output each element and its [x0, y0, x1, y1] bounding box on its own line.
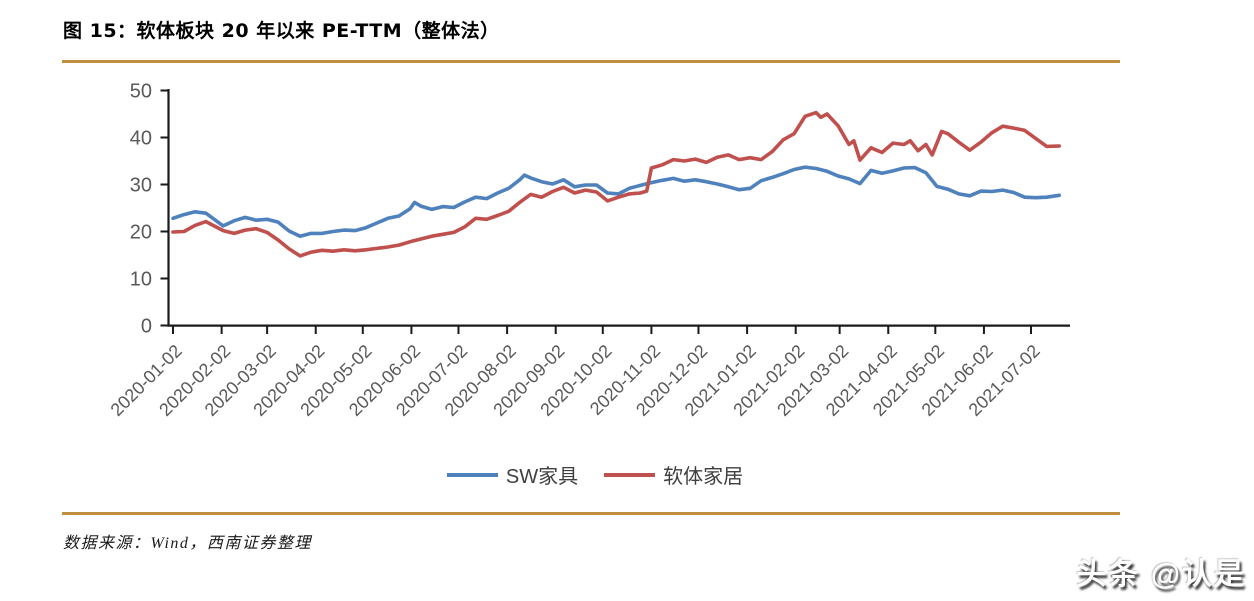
y-tick-label: 20: [130, 222, 152, 244]
legend-line-red-icon: [604, 472, 656, 477]
legend-label-sw-furniture: SW家具: [505, 466, 579, 488]
legend-label-soft-home: 软体家居: [663, 466, 744, 488]
footer-rule: [62, 512, 1120, 515]
y-tick-label: 10: [130, 269, 152, 291]
y-tick-label: 50: [130, 81, 152, 103]
chart-legend: SW家具 软体家居: [0, 460, 1190, 489]
title-underline: [62, 60, 1120, 63]
legend-item-sw-furniture: SW家具: [446, 460, 579, 489]
legend-item-soft-home: 软体家居: [604, 460, 743, 489]
toutiao-watermark: 头条 @认是: [1076, 558, 1246, 591]
pe-ttm-line-chart: 010203040502020-01-022020-02-022020-03-0…: [107, 81, 1070, 420]
series-line-1: [171, 110, 1061, 258]
data-source-note: 数据来源：Wind，西南证券整理: [63, 535, 312, 552]
figure-title: 图 15：软体板块 20 年以来 PE-TTM（整体法）: [63, 20, 500, 42]
y-tick-label: 30: [130, 175, 152, 197]
legend-line-blue-icon: [446, 472, 498, 477]
y-tick-label: 40: [130, 128, 152, 150]
series-line-0: [171, 165, 1061, 238]
y-tick-label: 0: [141, 316, 152, 338]
